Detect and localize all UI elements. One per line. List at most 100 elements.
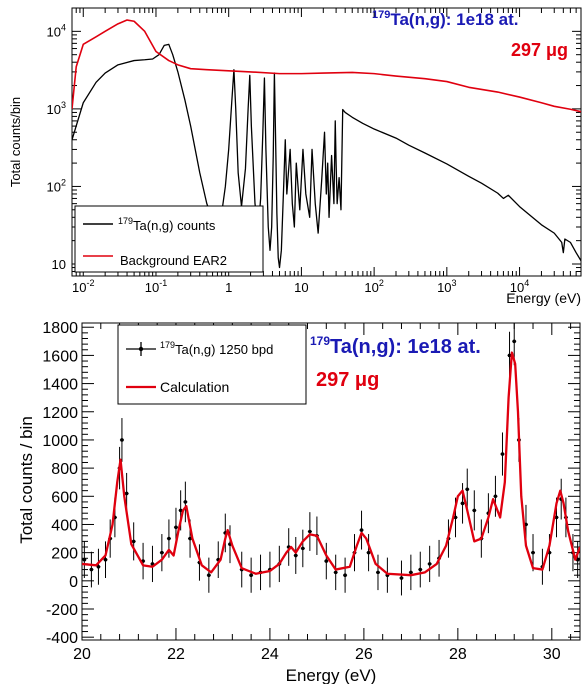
top-x-tick-base: 10 [145,280,159,295]
bottom-data-point [427,562,432,566]
top-x-tick-exp: 4 [524,278,529,288]
bottom-x-tick-label: 28 [449,646,467,663]
bottom-data-point [124,491,129,496]
bottom-data-point [472,508,477,513]
bottom-panel: 20 22 24 26 28 30 -400 -200 0 200 400 600 800 1000 12… [17,320,581,684]
top-y-axis-title: Total counts/bin [8,97,23,187]
top-legend-name-counts: Ta(n,g) counts [133,218,216,233]
top-x-tick-exp: -1 [159,278,167,288]
top-x-tick-label: 10 [294,280,308,295]
bottom-target-text: Ta(n,g): 1e18 at. [330,336,481,358]
bottom-data-point [183,500,188,504]
top-y-tick-exp: 2 [61,177,66,187]
bottom-data-point [554,515,559,520]
bottom-data-point [376,570,380,575]
bottom-x-tick-label: 24 [261,646,279,663]
bottom-data-point [207,573,211,577]
bottom-data-point [366,550,371,555]
bottom-data-point [531,550,535,555]
bottom-data-point [89,567,94,572]
top-y-tick-label: 104 [47,22,66,39]
top-x-tick-label: 104 [510,278,529,295]
top-x-tick-exp: -2 [86,278,94,288]
bottom-y-tick-label: 400 [51,517,78,534]
bottom-data-point [308,529,312,534]
top-x-tick-base: 10 [510,280,524,295]
top-y-tick-base: 10 [47,179,61,194]
top-x-tick-base: 10 [437,280,451,295]
top-target-annotation: 179Ta(n,g): 1e18 at. [372,9,519,29]
bottom-data-point [418,567,423,572]
top-x-tick-base: 10 [364,280,378,295]
bottom-x-tick-label: 26 [355,646,373,663]
bottom-calculation-line [82,351,580,577]
bottom-legend: 179Ta(n,g) 1250 bpd Calculation [117,324,307,405]
top-target-sup: 179 [372,9,390,21]
bottom-data-point [512,339,517,344]
top-series-background-line [72,19,581,113]
bottom-data-point [359,528,364,532]
top-legend-label-counts: 179Ta(n,g) counts [118,216,216,233]
top-legend-box [74,205,264,273]
top-mass-annotation: 297 μg [511,40,568,60]
bottom-data-point [301,546,305,551]
top-y-tick-label: 10 [52,257,66,272]
bottom-y-tick-label: 600 [51,489,78,506]
bottom-data-point [460,501,465,506]
top-x-tick-base: 1 [225,280,232,295]
bottom-x-ticks: 20 22 24 26 28 30 [73,323,572,663]
top-x-tick-exp: 2 [379,278,384,288]
bottom-y-tick-label: -400 [46,630,78,647]
top-x-tick-label: 1 [225,280,232,295]
top-x-tick-label: 102 [364,278,383,295]
top-y-tick-label: 103 [47,100,66,117]
bottom-data-point [453,515,458,520]
bottom-data-point [493,494,498,499]
bottom-data-point [167,536,171,541]
bottom-x-axis-title: Energy (eV) [286,666,377,684]
bottom-y-tick-label: -200 [46,602,78,619]
top-y-tick-base: 10 [52,257,66,272]
top-y-tick-exp: 3 [61,100,66,110]
bottom-x-tick-label: 20 [73,646,91,663]
top-legend-label-background: Background EAR2 [120,253,227,268]
bottom-y-tick-label: 1400 [42,377,78,394]
top-legend-sup: 179 [118,216,133,226]
bottom-data-point [174,525,178,530]
bottom-y-axis-title: Total counts / bin [17,416,36,544]
bottom-data-point [333,570,338,575]
bottom-x-tick-label: 30 [543,646,561,663]
bottom-series [82,323,580,596]
bottom-mass-annotation: 297 μg [316,369,379,391]
bottom-target-sup: 179 [310,334,330,348]
bottom-data-point [293,553,298,558]
top-series-counts-line [72,43,581,269]
bottom-data-point [103,557,108,562]
bottom-data-point [324,559,329,563]
bottom-data-point [131,539,136,544]
bottom-data-point [96,564,101,569]
top-x-tick-label: 103 [437,278,456,295]
bottom-y-tick-label: 200 [51,546,78,563]
bottom-data-point [160,550,164,555]
bottom-data-point [188,536,192,541]
top-series [72,19,581,269]
bottom-data-point [82,557,87,562]
bottom-data-point [249,573,253,577]
top-x-tick-exp: 3 [452,278,457,288]
bottom-y-tick-label: 1600 [42,348,78,365]
top-y-tick-base: 10 [47,24,61,39]
bottom-y-tick-label: 0 [69,574,78,591]
bottom-data-point [465,487,470,492]
bottom-data-point [343,573,347,577]
bottom-legend-marker [138,346,144,352]
bottom-data-point [409,570,413,575]
top-target-text: Ta(n,g): 1e18 at. [390,10,518,29]
top-x-tick-base: 10 [294,280,308,295]
bottom-x-tick-label: 22 [167,646,185,663]
bottom-legend-label-calculation: Calculation [160,379,229,395]
top-y-tick-base: 10 [47,102,61,117]
